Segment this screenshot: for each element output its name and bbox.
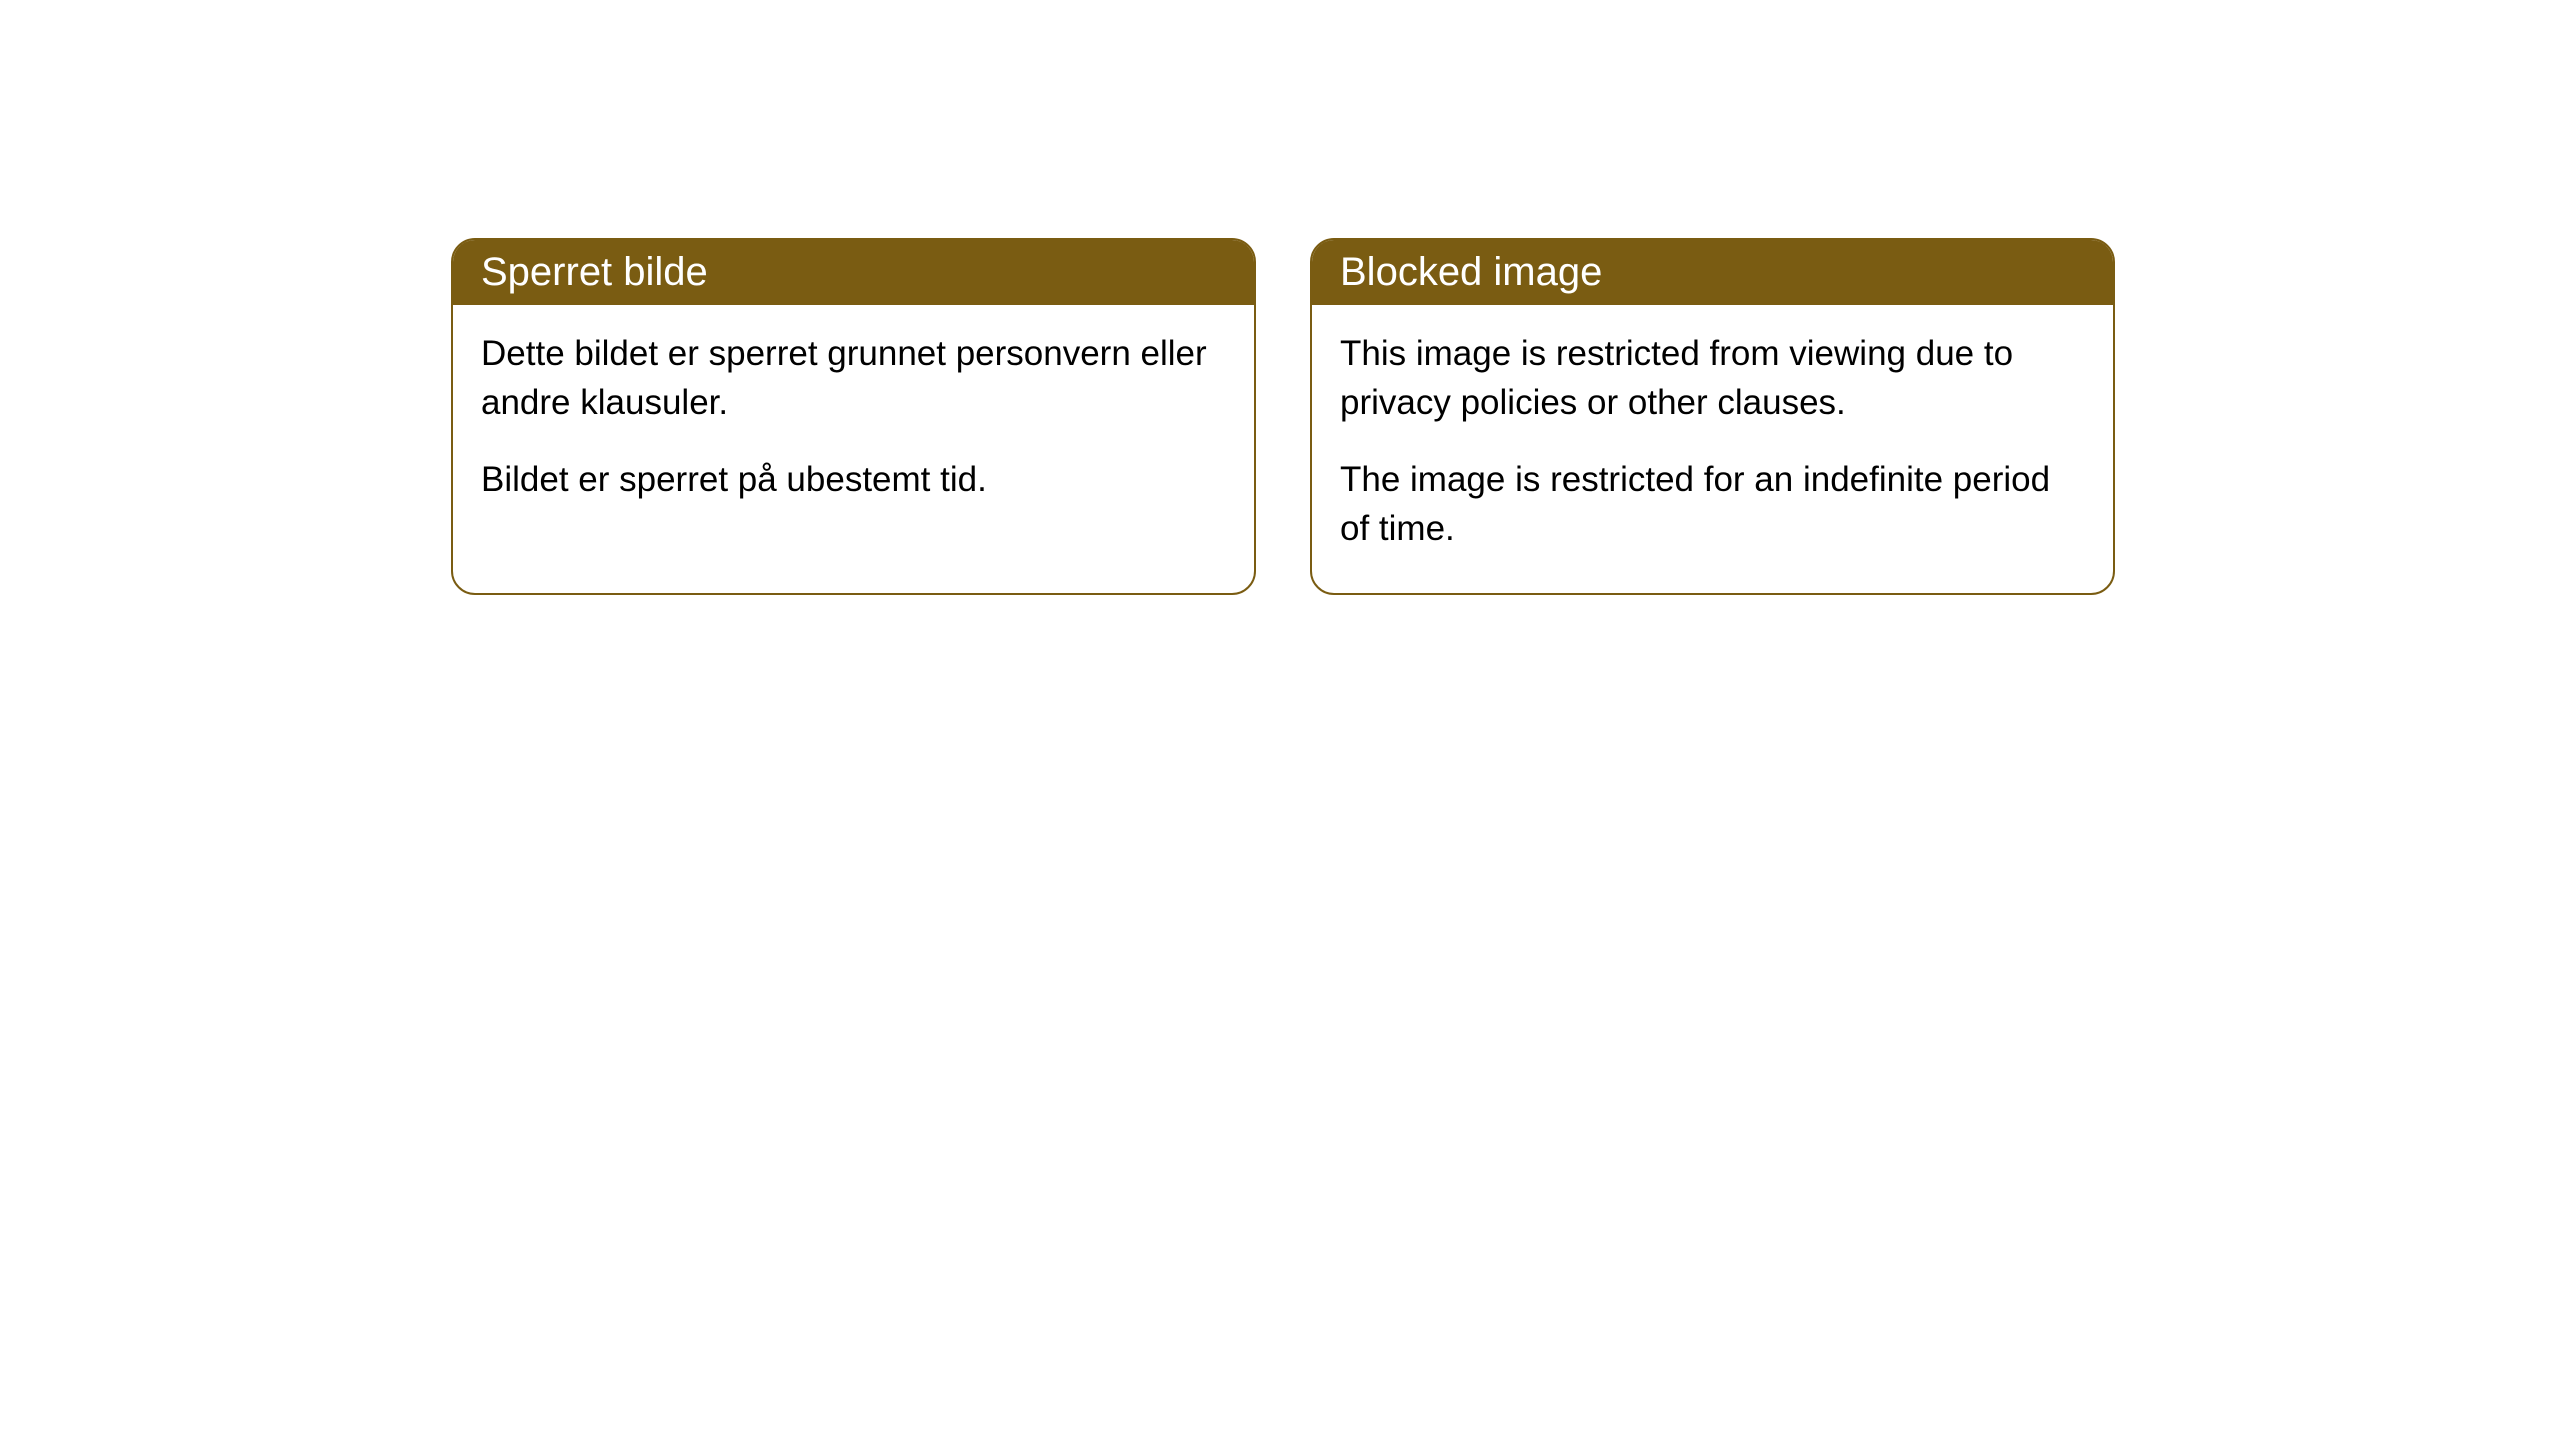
card-paragraph: Dette bildet er sperret grunnet personve…	[481, 329, 1226, 427]
card-body: Dette bildet er sperret grunnet personve…	[453, 305, 1254, 544]
card-title: Blocked image	[1340, 250, 1602, 294]
card-paragraph: This image is restricted from viewing du…	[1340, 329, 2085, 427]
card-body: This image is restricted from viewing du…	[1312, 305, 2113, 593]
card-header: Blocked image	[1312, 240, 2113, 305]
card-paragraph: Bildet er sperret på ubestemt tid.	[481, 455, 1226, 504]
card-header: Sperret bilde	[453, 240, 1254, 305]
card-title: Sperret bilde	[481, 250, 708, 294]
card-paragraph: The image is restricted for an indefinit…	[1340, 455, 2085, 553]
notice-card-english: Blocked image This image is restricted f…	[1310, 238, 2115, 595]
notice-cards-container: Sperret bilde Dette bildet er sperret gr…	[451, 238, 2115, 595]
notice-card-norwegian: Sperret bilde Dette bildet er sperret gr…	[451, 238, 1256, 595]
